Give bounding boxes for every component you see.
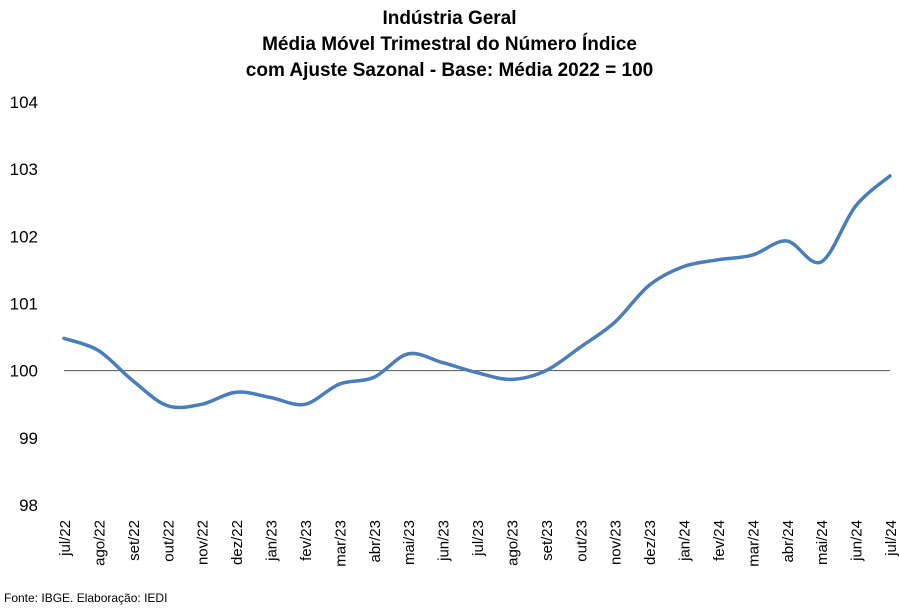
x-tick-label: jun/23 — [436, 520, 453, 562]
chart-title: Indústria Geral Média Móvel Trimestral d… — [0, 6, 899, 84]
y-axis-tick-labels: 98 99 100 101 102 103 104 — [10, 93, 38, 515]
y-tick-label: 98 — [19, 496, 38, 515]
series-line — [62, 174, 892, 410]
x-tick-label: jul/23 — [470, 520, 487, 557]
chart-title-line-3: com Ajuste Sazonal - Base: Média 2022 = … — [245, 60, 654, 81]
y-tick-label: 102 — [10, 227, 38, 246]
x-tick-label: set/23 — [539, 520, 556, 561]
x-tick-label: mar/23 — [332, 520, 349, 567]
x-tick-label: jan/23 — [264, 520, 281, 562]
y-tick-label: 101 — [10, 295, 38, 314]
x-tick-label: fev/23 — [298, 520, 315, 561]
chart-title-line-2: Média Móvel Trimestral do Número Índice — [262, 34, 637, 55]
x-tick-label: nov/23 — [608, 520, 625, 565]
source-note: Fonte: IBGE. Elaboração: IEDI — [4, 591, 168, 605]
x-tick-label: ago/23 — [504, 520, 521, 566]
y-tick-label: 104 — [10, 93, 38, 112]
y-tick-label: 100 — [10, 362, 38, 381]
x-tick-label: mai/23 — [401, 520, 418, 565]
x-tick-label: out/23 — [573, 520, 590, 562]
y-tick-label: 99 — [19, 429, 38, 448]
x-tick-label: jun/24 — [849, 520, 866, 562]
x-tick-label: abr/24 — [780, 520, 797, 563]
x-tick-label: out/22 — [160, 520, 177, 562]
x-tick-label: jan/24 — [677, 520, 694, 562]
x-tick-label: abr/23 — [367, 520, 384, 563]
x-tick-label: fev/24 — [711, 520, 728, 561]
x-tick-label: dez/22 — [229, 520, 246, 565]
x-tick-label: jul/22 — [57, 520, 74, 557]
x-tick-label: ago/22 — [91, 520, 108, 566]
y-tick-label: 103 — [10, 160, 38, 179]
x-tick-label: set/22 — [126, 520, 143, 561]
x-tick-label: jul/24 — [883, 520, 899, 557]
chart-title-line-1: Indústria Geral — [382, 8, 517, 29]
x-axis-tick-labels: jul/22 ago/22 set/22 out/22 nov/22 dez/22 jan/… — [57, 520, 899, 567]
x-tick-label: mai/24 — [814, 520, 831, 565]
x-tick-label: mar/24 — [745, 520, 762, 567]
x-tick-label: nov/22 — [195, 520, 212, 565]
x-tick-label: dez/23 — [642, 520, 659, 565]
